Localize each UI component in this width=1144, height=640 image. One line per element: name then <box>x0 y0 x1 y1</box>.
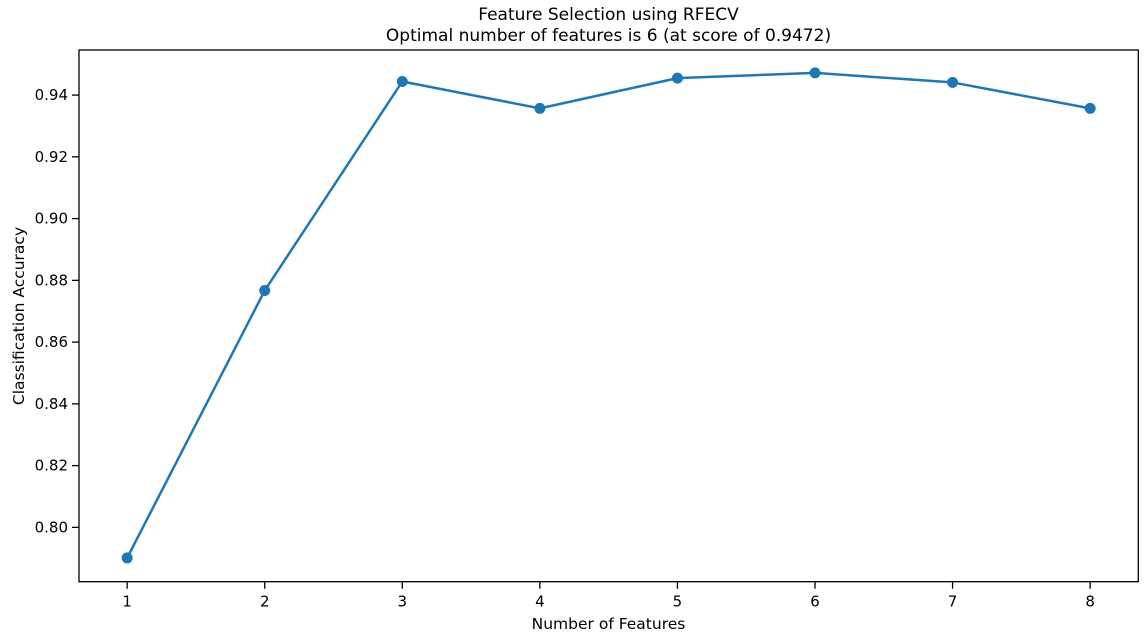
x-tick-label: 4 <box>535 593 545 611</box>
data-point <box>671 72 683 84</box>
chart-title: Feature Selection using RFECV <box>478 5 739 25</box>
x-axis-label: Number of Features <box>531 615 686 633</box>
y-tick-label: 0.86 <box>35 333 68 351</box>
data-point <box>121 552 133 564</box>
y-tick-label: 0.84 <box>35 395 68 413</box>
chart-subtitle: Optimal number of features is 6 (at scor… <box>385 26 832 46</box>
x-tick-label: 7 <box>948 593 958 611</box>
data-point <box>947 76 959 88</box>
y-tick-label: 0.88 <box>35 271 68 289</box>
y-tick-label: 0.80 <box>35 518 68 536</box>
data-point <box>396 75 408 87</box>
y-axis-label: Classification Accuracy <box>10 226 28 406</box>
x-tick-label: 2 <box>260 593 270 611</box>
y-tick-label: 0.82 <box>35 457 68 475</box>
accuracy-line <box>125 71 1092 560</box>
data-point <box>259 285 271 297</box>
y-tick-label: 0.92 <box>35 148 68 166</box>
chart-title-block: Feature Selection using RFECV Optimal nu… <box>79 5 1138 47</box>
data-point <box>809 67 821 79</box>
x-tick-label: 5 <box>673 593 683 611</box>
data-point <box>1084 102 1096 114</box>
y-tick-label: 0.94 <box>35 86 68 104</box>
data-point <box>534 102 546 114</box>
y-tick-label: 0.90 <box>35 210 68 228</box>
x-tick-label: 1 <box>122 593 132 611</box>
x-tick-label: 8 <box>1085 593 1095 611</box>
x-tick-label: 3 <box>398 593 408 611</box>
x-tick-label: 6 <box>810 593 820 611</box>
axes-frame <box>78 49 1139 583</box>
